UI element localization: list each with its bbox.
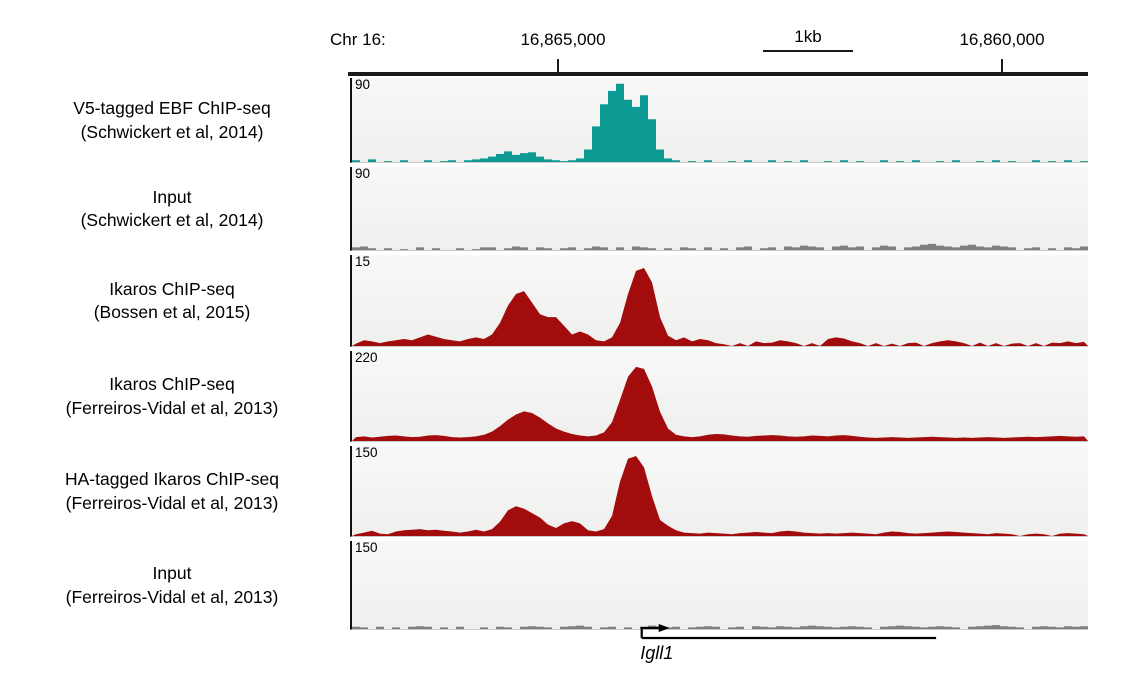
signal-area-chart [352, 366, 1088, 441]
track-label: Ikaros ChIP-seq (Ferreiros-Vidal et al, … [0, 351, 344, 442]
track-plot: 90 [350, 77, 1088, 163]
track-plot: 15 [350, 254, 1088, 347]
scale-bar-label: 1kb [794, 27, 822, 46]
track-plot: 90 [350, 166, 1088, 251]
coordinate-label-right: 16,860,000 [959, 30, 1045, 49]
ruler-tick-right [1001, 59, 1003, 72]
track-plot: 150 [350, 540, 1088, 630]
track-row-ha-ikaros: HA-tagged Ikaros ChIP-seq (Ferreiros-Vid… [0, 445, 1134, 537]
signal-area-chart [352, 625, 1088, 629]
track-plot: 150 [350, 445, 1088, 537]
track-citation: (Schwickert et al, 2014) [80, 210, 264, 230]
track-row-input-schwickert: Input (Schwickert et al, 2014) 90 [0, 166, 1134, 251]
track-label: Input (Schwickert et al, 2014) [0, 167, 344, 251]
chromosome-label: Chr 16: [330, 30, 386, 49]
signal-area-chart [352, 83, 1088, 162]
track-label: HA-tagged Ikaros ChIP-seq (Ferreiros-Vid… [0, 446, 344, 537]
track-citation: (Schwickert et al, 2014) [80, 121, 264, 142]
track-citation: (Ferreiros-Vidal et al, 2013) [65, 397, 279, 418]
track-scale-max: 150 [355, 540, 378, 555]
track-title: Ikaros ChIP-seq [109, 278, 235, 299]
track-scale-max: 15 [355, 254, 371, 269]
track-citation: (Ferreiros-Vidal et al, 2013) [65, 586, 279, 607]
track-title: HA-tagged Ikaros ChIP-seq [65, 469, 279, 490]
track-citation: (Ferreiros-Vidal et al, 2013) [65, 492, 279, 513]
track-citation: (Bossen et al, 2015) [93, 302, 251, 322]
track-label: V5-tagged EBF ChIP-seq (Schwickert et al… [0, 78, 344, 163]
ruler-tick-left [557, 59, 559, 72]
track-scale-max: 220 [355, 350, 378, 365]
track-title: Ikaros ChIP-seq [109, 374, 235, 395]
track-title: Input [152, 563, 192, 584]
signal-area-chart [352, 243, 1088, 250]
track-label: Ikaros ChIP-seq (Bossen et al, 2015) [0, 255, 344, 347]
track-scale-max: 150 [355, 445, 378, 460]
ruler-axis-line [348, 72, 1088, 76]
track-row-ikaros-ferreiros: Ikaros ChIP-seq (Ferreiros-Vidal et al, … [0, 350, 1134, 442]
track-row-input-ferreiros: Input (Ferreiros-Vidal et al, 2013) 150 [0, 540, 1134, 630]
track-title: V5-tagged EBF ChIP-seq [73, 98, 271, 119]
gene-name-label: Igll1 [640, 643, 674, 663]
track-row-v5-ebf: V5-tagged EBF ChIP-seq (Schwickert et al… [0, 77, 1134, 163]
track-scale-max: 90 [355, 77, 371, 92]
signal-area-chart [352, 267, 1088, 346]
gene-model-arrow [640, 624, 937, 640]
track-row-ikaros-bossen: Ikaros ChIP-seq (Bossen et al, 2015) 15 [0, 254, 1134, 347]
track-scale-max: 90 [355, 166, 371, 181]
track-title: Input [152, 186, 192, 207]
track-label: Input (Ferreiros-Vidal et al, 2013) [0, 541, 344, 630]
scale-bar-line [763, 50, 853, 52]
signal-area-chart [352, 455, 1088, 536]
track-plot: 220 [350, 350, 1088, 442]
coordinate-label-left: 16,865,000 [520, 30, 606, 49]
